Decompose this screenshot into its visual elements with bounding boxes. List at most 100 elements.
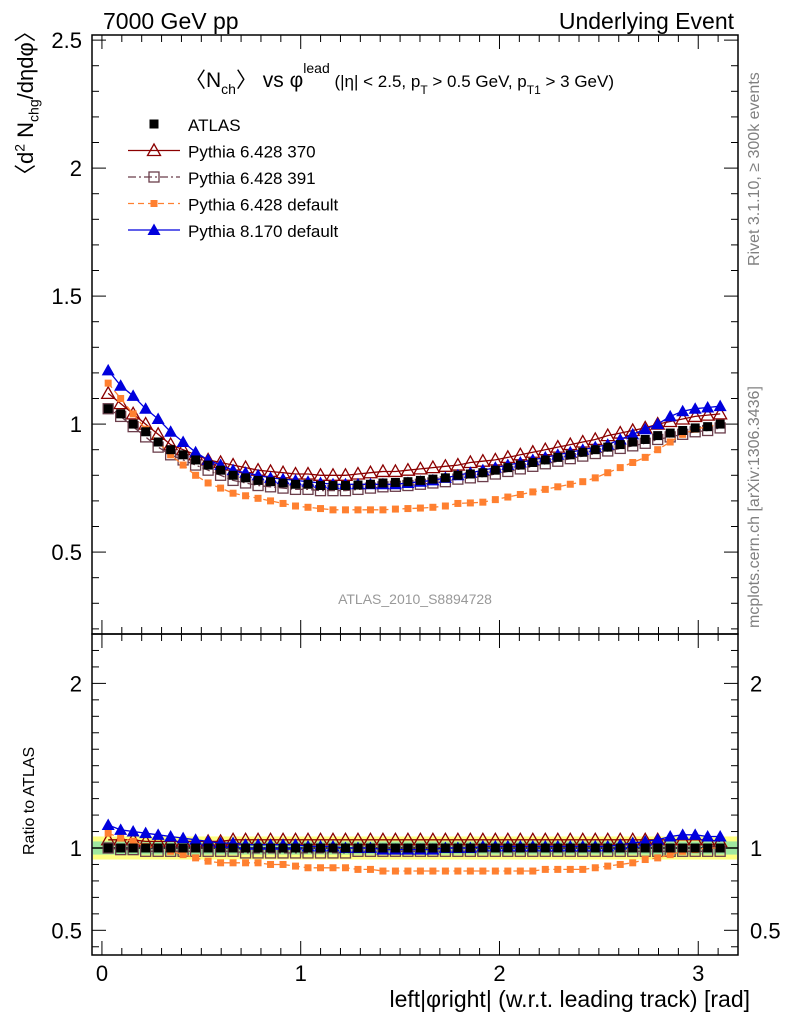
ratio-point-pythia-6-428-default xyxy=(341,864,349,872)
ratio-point-atlas xyxy=(553,843,563,853)
ratio-point-atlas xyxy=(153,843,163,853)
ratio-point-pythia-8-170-default xyxy=(651,833,665,845)
data-point-atlas xyxy=(590,445,600,455)
data-point-pythia-8-170-default xyxy=(638,422,652,435)
ratio-point-pythia-6-428-default xyxy=(304,864,312,872)
main-y-axis-label: 〈d2 Nchg/dηdφ〉 xyxy=(11,20,42,186)
ratio-point-pythia-6-428-default xyxy=(454,867,462,875)
data-point-atlas xyxy=(615,440,625,450)
ratio-point-pythia-8-170-default xyxy=(151,828,165,840)
ratio-point-pythia-6-428-default xyxy=(391,867,399,875)
y-tick-label: 0.5 xyxy=(51,540,82,565)
legend-marker-pythia-6-428-default xyxy=(150,200,158,207)
data-point-pythia-6-428-default xyxy=(267,497,275,505)
ratio-point-atlas xyxy=(241,843,251,853)
ratio-point-pythia-6-428-default xyxy=(404,867,412,875)
data-point-pythia-6-428-default xyxy=(279,499,287,507)
ratio-point-pythia-6-428-default xyxy=(416,867,424,875)
ratio-point-pythia-8-170-default xyxy=(189,833,203,845)
ratio-point-atlas xyxy=(528,843,538,853)
ratio-point-atlas xyxy=(316,843,326,853)
data-point-atlas xyxy=(116,409,126,419)
data-point-pythia-8-170-default xyxy=(189,445,203,458)
data-point-atlas xyxy=(365,479,375,489)
ratio-point-pythia-6-428-default xyxy=(117,834,125,842)
data-point-atlas xyxy=(465,469,475,479)
ratio-point-pythia-6-428-default xyxy=(516,867,524,875)
data-point-atlas xyxy=(565,450,575,460)
ratio-point-pythia-6-428-default xyxy=(329,864,337,872)
ratio-point-atlas xyxy=(565,843,575,853)
ratio-point-atlas xyxy=(578,843,588,853)
ratio-point-atlas xyxy=(253,843,263,853)
data-point-pythia-6-428-default xyxy=(529,488,537,496)
ratio-point-pythia-6-428-default xyxy=(654,854,662,862)
data-point-pythia-6-428-default xyxy=(117,394,125,402)
data-point-pythia-6-428-default xyxy=(666,438,674,446)
data-point-pythia-8-170-default xyxy=(663,409,677,422)
data-point-pythia-6-428-370 xyxy=(425,459,441,474)
data-point-pythia-8-170-default xyxy=(676,404,690,417)
data-point-atlas xyxy=(553,452,563,462)
data-point-pythia-6-428-default xyxy=(454,499,462,507)
ratio-point-pythia-6-428-default xyxy=(554,865,562,873)
ratio-point-pythia-6-428-default xyxy=(292,862,300,870)
ratio-point-pythia-8-170-default xyxy=(688,828,702,840)
ratio-point-pythia-6-428-default xyxy=(379,867,387,875)
ratio-point-atlas xyxy=(428,843,438,853)
ratio-point-pythia-6-428-default xyxy=(179,851,187,859)
ratio-point-atlas xyxy=(678,843,688,853)
y-tick-label: 1.5 xyxy=(51,284,82,309)
data-point-atlas xyxy=(665,428,675,438)
data-point-atlas xyxy=(191,455,201,465)
data-point-atlas xyxy=(478,468,488,478)
ratio-point-atlas xyxy=(465,843,475,853)
data-point-pythia-6-428-default xyxy=(167,451,175,459)
data-point-atlas xyxy=(178,450,188,460)
data-point-atlas xyxy=(303,479,313,489)
ratio-frame xyxy=(91,633,739,956)
data-point-pythia-6-428-default xyxy=(254,494,262,502)
ratio-point-atlas xyxy=(478,843,488,853)
x-axis-label: left|φright| (w.r.t. leading track) [rad… xyxy=(389,986,751,1012)
data-point-pythia-8-170-default xyxy=(114,379,128,391)
data-point-pythia-6-428-default xyxy=(404,505,412,513)
data-point-atlas xyxy=(690,423,700,433)
ratio-point-pythia-6-428-default xyxy=(317,864,325,872)
data-point-pythia-6-428-default xyxy=(629,458,637,466)
data-point-pythia-6-428-default xyxy=(579,478,587,486)
ratio-point-pythia-6-428-default xyxy=(104,829,112,837)
ratio-point-pythia-6-428-default xyxy=(541,865,549,873)
ratio-point-pythia-8-170-default xyxy=(126,825,140,837)
data-point-atlas xyxy=(203,460,213,470)
data-point-pythia-8-170-default xyxy=(701,400,715,413)
data-point-atlas xyxy=(328,481,338,491)
data-point-pythia-6-428-default xyxy=(354,506,362,514)
ratio-point-pythia-6-428-default xyxy=(217,859,225,867)
data-point-atlas xyxy=(153,437,163,447)
data-point-pythia-6-428-370 xyxy=(412,461,429,475)
data-point-atlas xyxy=(241,473,251,483)
data-point-pythia-6-428-default xyxy=(516,490,524,498)
ratio-point-atlas xyxy=(490,843,500,853)
legend-marker-atlas xyxy=(149,119,159,129)
ratio-point-pythia-8-170-default xyxy=(663,829,677,842)
ratio-point-atlas xyxy=(203,843,213,853)
ratio-y-tick-label-right: 0.5 xyxy=(750,918,781,943)
ratio-point-pythia-6-428-default xyxy=(279,860,287,868)
ratio-point-atlas xyxy=(628,843,638,853)
ratio-point-pythia-6-428-391 xyxy=(102,842,114,854)
data-point-pythia-6-428-default xyxy=(391,505,399,513)
ratio-y-tick-label: 2 xyxy=(70,671,82,696)
data-point-atlas xyxy=(603,442,613,452)
ratio-point-pythia-6-428-default xyxy=(429,867,437,875)
data-point-pythia-6-428-370 xyxy=(362,464,379,479)
data-point-atlas xyxy=(378,478,388,488)
ratio-point-atlas xyxy=(128,843,138,853)
ratio-point-pythia-8-170-default xyxy=(713,829,727,842)
data-point-pythia-6-428-default xyxy=(591,474,599,482)
data-point-pythia-8-170-default xyxy=(151,412,165,424)
data-point-pythia-6-428-370 xyxy=(100,385,116,400)
data-point-pythia-6-428-default xyxy=(504,493,512,501)
